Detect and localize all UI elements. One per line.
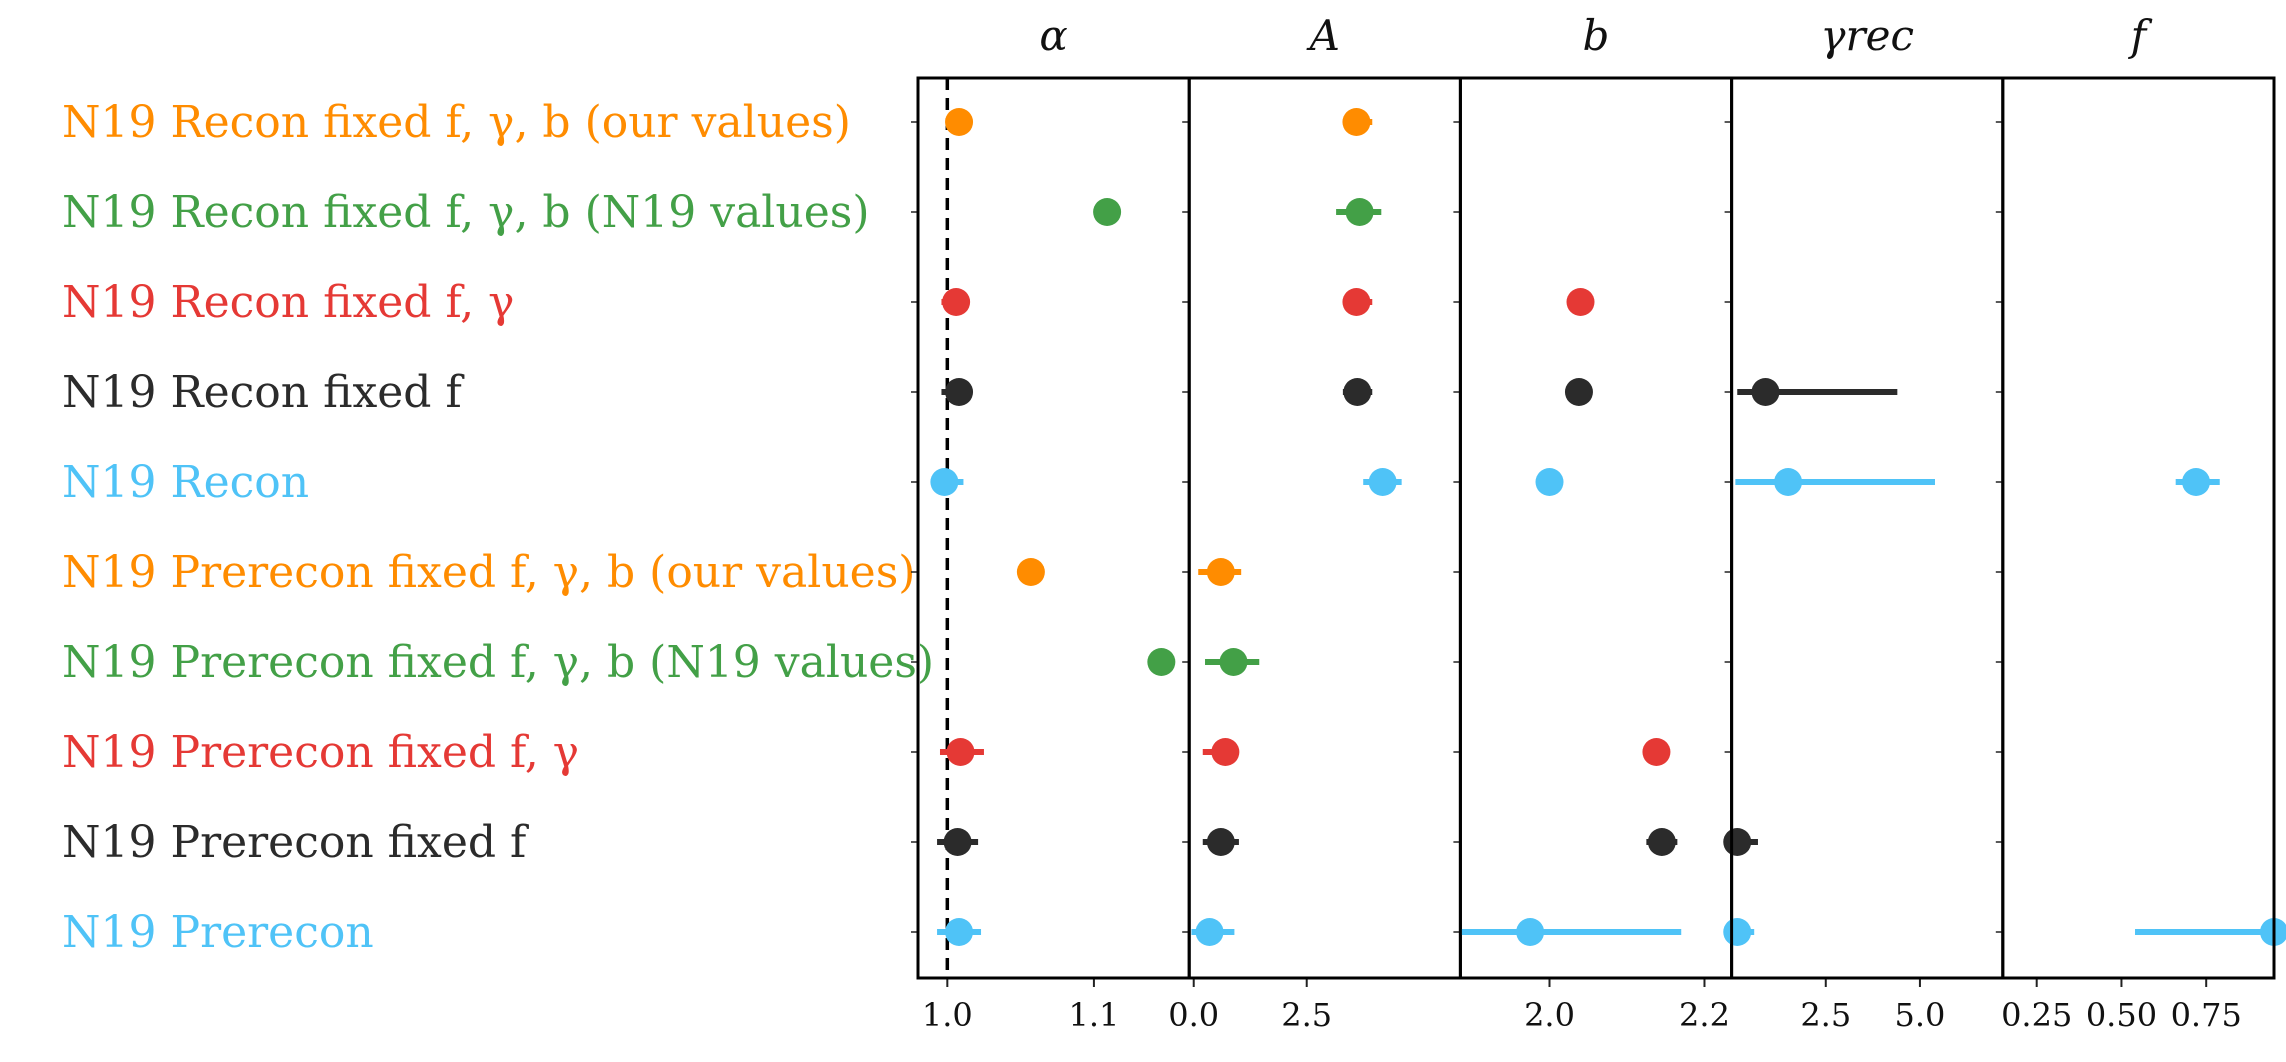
row-label: N19 Prerecon fixed f, γ, b (our values)	[62, 547, 915, 598]
data-point	[1195, 918, 1224, 946]
data-point	[1564, 378, 1593, 406]
data-point	[945, 108, 974, 136]
data-point	[1016, 558, 1045, 586]
x-tick-label: 0.75	[2171, 996, 2242, 1034]
data-point	[1206, 558, 1235, 586]
panel-frame	[1458, 76, 1734, 980]
data-point	[2182, 468, 2211, 496]
data-point	[945, 378, 974, 406]
data-point	[1516, 918, 1545, 946]
panel-title: α	[1039, 11, 1067, 60]
panels: α 1.0 1.1 A 0.0 2.5 b 2.0 2.2 γrec 2.5 5.0 f 0.25 0.50…	[911, 11, 2286, 1034]
panel-title: b	[1583, 11, 1610, 60]
data-point	[1723, 828, 1752, 856]
x-tick-label: 1.0	[922, 996, 973, 1034]
data-point	[1642, 738, 1671, 766]
data-point	[1345, 198, 1374, 226]
panel-b: b 2.0 2.2	[1453, 11, 1734, 1034]
row-labels: N19 Recon fixed f, γ, b (our values) N19 …	[62, 97, 934, 958]
panel-title: γrec	[1820, 11, 1914, 60]
row-label: N19 Recon	[62, 457, 309, 508]
row-label: N19 Prerecon fixed f	[62, 817, 529, 868]
x-tick-label: 0.25	[2001, 996, 2072, 1034]
data-point	[1751, 378, 1780, 406]
data-point	[946, 738, 975, 766]
panel-frame	[2001, 76, 2276, 980]
row-label: N19 Prerecon fixed f, γ, b (N19 values)	[62, 637, 934, 688]
data-point	[1211, 738, 1240, 766]
data-point	[1342, 288, 1371, 316]
data-point	[1343, 378, 1372, 406]
panel-alpha: α 1.0 1.1	[911, 11, 1191, 1034]
x-tick-label: 5.0	[1894, 996, 1945, 1034]
x-tick-label: 1.1	[1068, 996, 1119, 1034]
data-point	[930, 468, 959, 496]
data-point	[1368, 468, 1397, 496]
x-tick-label: 2.5	[1281, 996, 1332, 1034]
x-tick-label: 2.5	[1800, 996, 1851, 1034]
panel-f: f 0.25 0.50 0.75	[1995, 11, 2286, 1034]
panel-A: A 0.0 2.5	[1168, 11, 1462, 1034]
data-point	[942, 288, 971, 316]
data-point	[943, 828, 972, 856]
row-label: N19 Prerecon	[62, 907, 374, 958]
row-label: N19 Prerecon fixed f, γ	[62, 727, 579, 778]
x-tick-label: 2.0	[1524, 996, 1575, 1034]
data-point	[1219, 648, 1248, 676]
data-point	[1535, 468, 1564, 496]
x-tick-label: 0.50	[2086, 996, 2157, 1034]
data-point	[1774, 468, 1803, 496]
panel-frame	[1730, 76, 2005, 980]
data-point	[1093, 198, 1122, 226]
data-point	[1647, 828, 1676, 856]
row-label: N19 Recon fixed f	[62, 367, 464, 418]
panel-gamma_rec: γrec 2.5 5.0	[1723, 11, 2005, 1034]
panel-title: f	[2128, 11, 2153, 60]
row-label: N19 Recon fixed f, γ, b (our values)	[62, 97, 851, 148]
x-tick-label: 0.0	[1168, 996, 1219, 1034]
data-point	[1342, 108, 1371, 136]
data-point	[1566, 288, 1595, 316]
data-point	[1147, 648, 1176, 676]
panel-title: A	[1306, 11, 1340, 60]
row-label: N19 Recon fixed f, γ, b (N19 values)	[62, 187, 870, 238]
data-point	[1723, 918, 1752, 946]
data-point	[945, 918, 974, 946]
data-point	[1206, 828, 1235, 856]
x-tick-label: 2.2	[1679, 996, 1730, 1034]
row-label: N19 Recon fixed f, γ	[62, 277, 514, 328]
